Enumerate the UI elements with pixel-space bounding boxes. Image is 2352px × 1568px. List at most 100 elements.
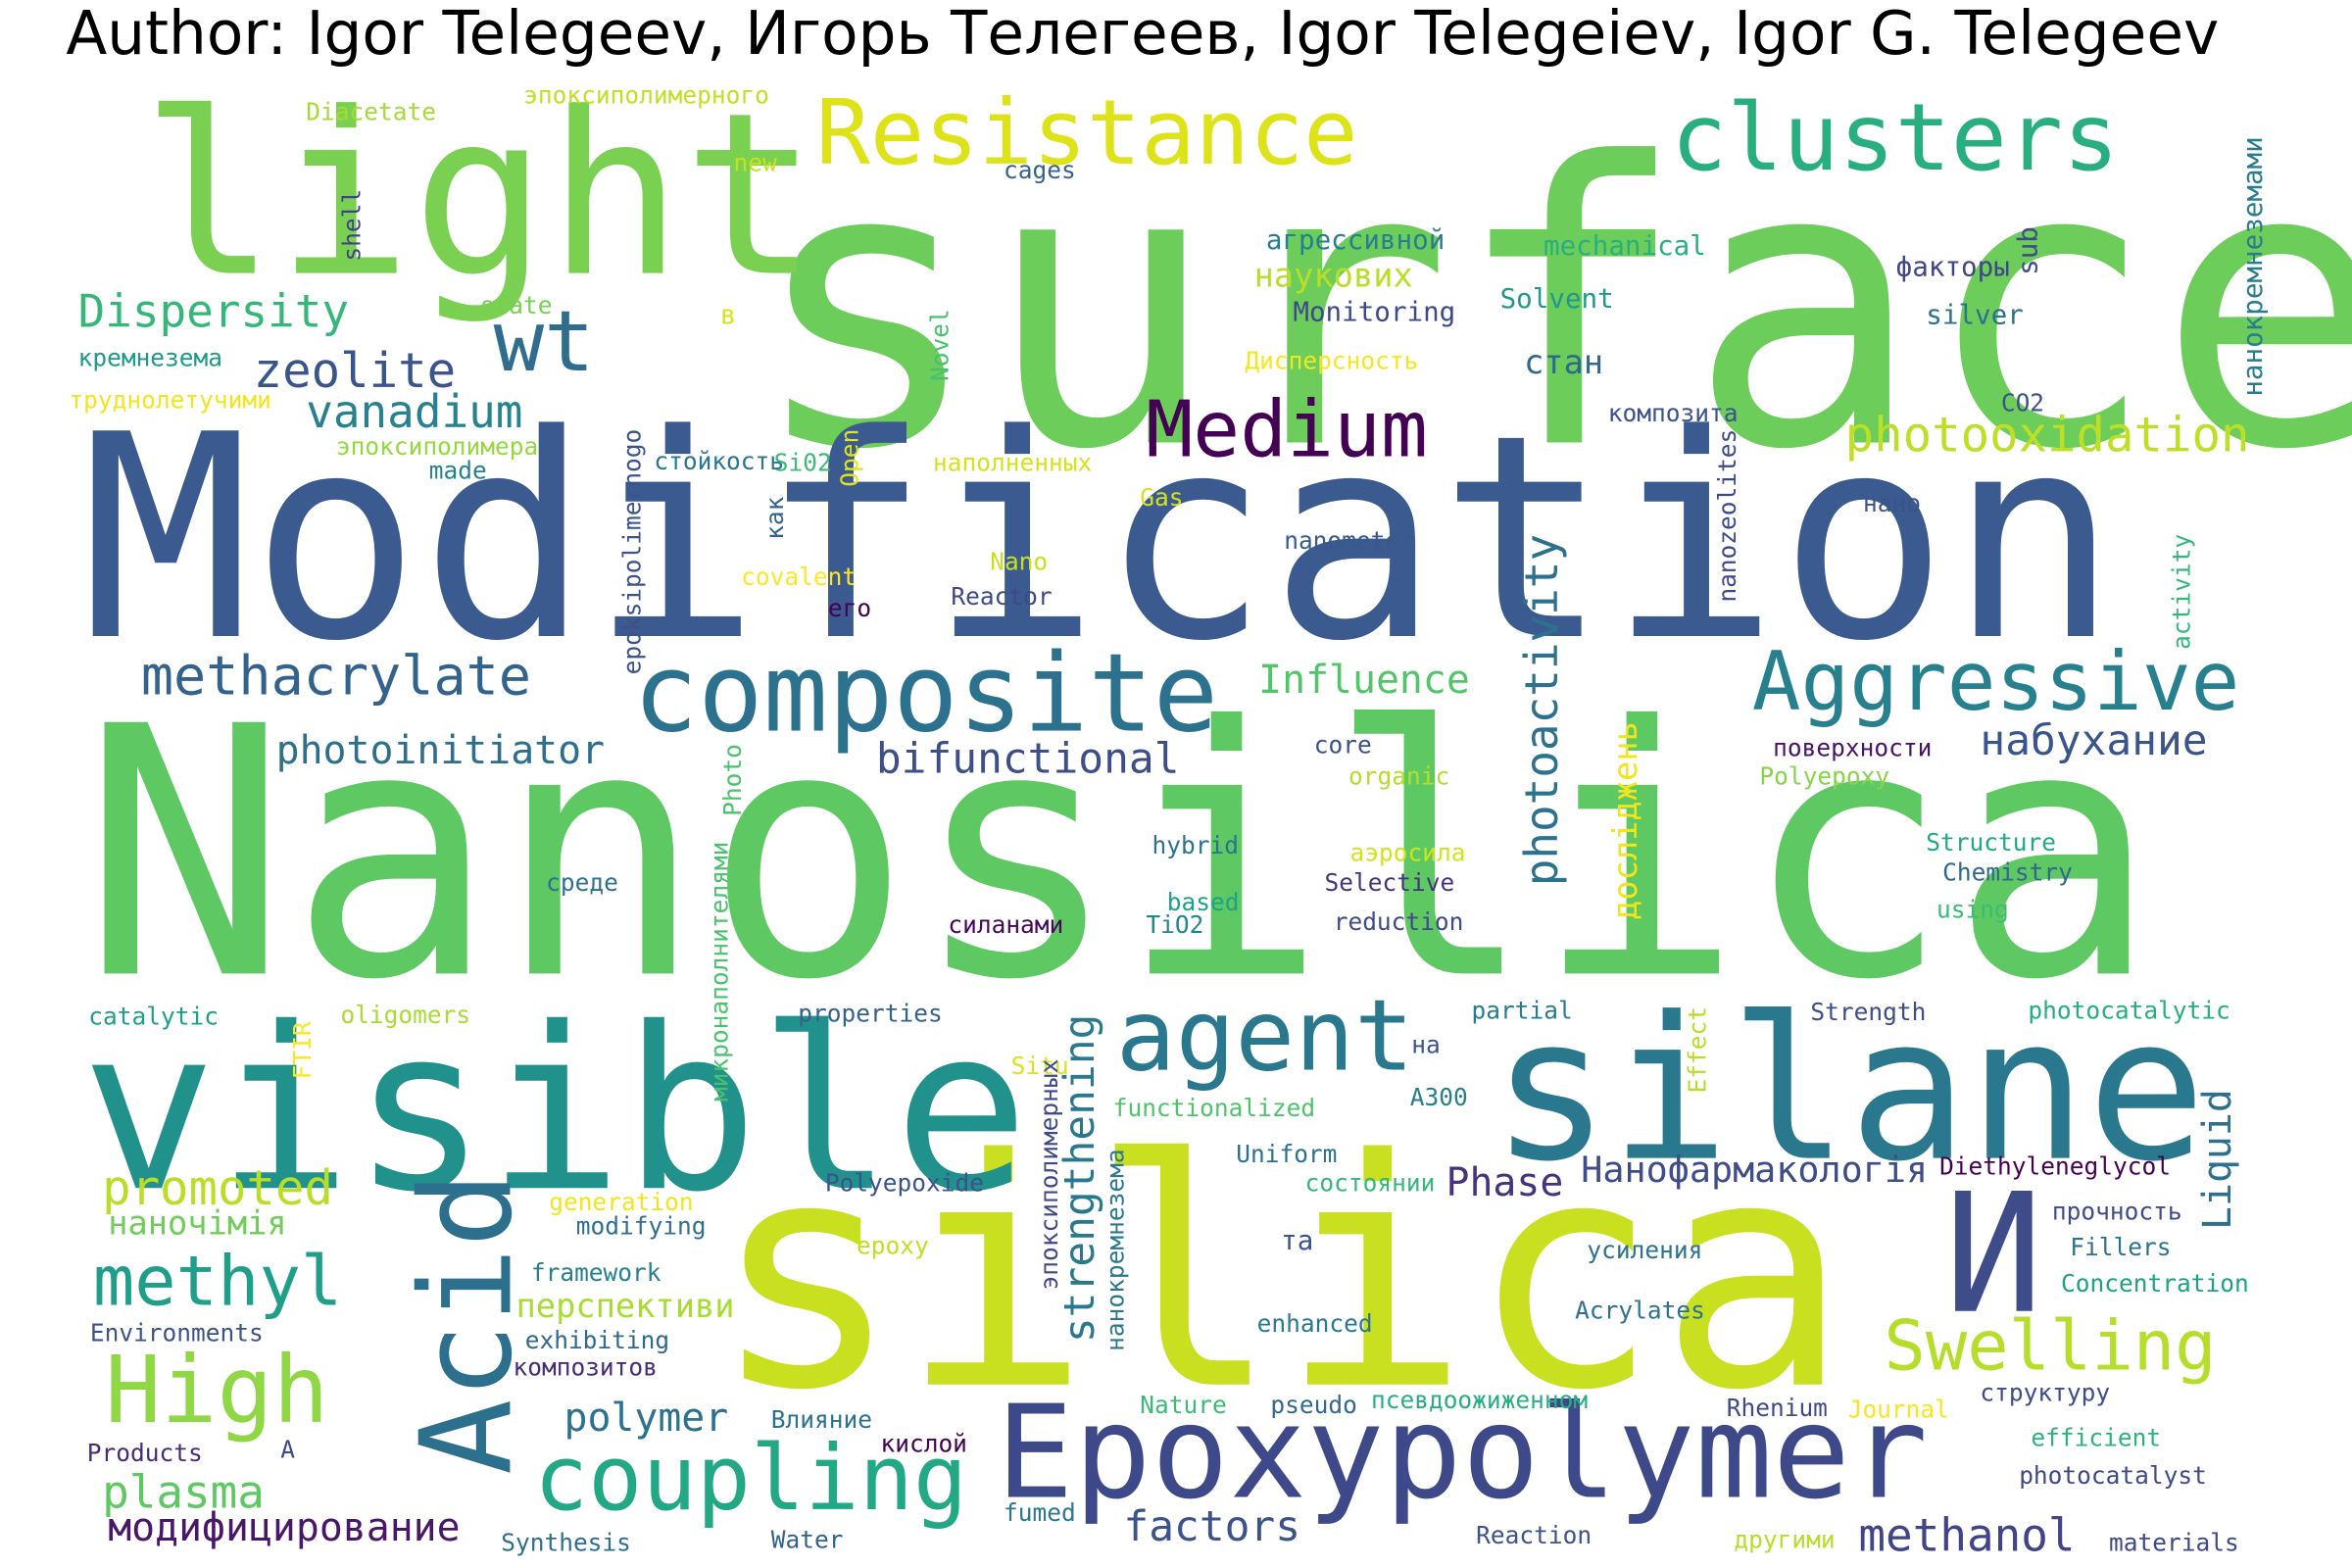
- word-90: аэросила: [1349, 838, 1466, 867]
- word-37: methanol: [1858, 1510, 2076, 1563]
- word-46: Monitoring: [1293, 297, 1456, 329]
- word-120: modifying: [575, 1211, 707, 1241]
- word-148: Reaction: [1476, 1521, 1592, 1550]
- word-64: made: [428, 456, 487, 485]
- word-74: Gas: [1140, 482, 1184, 512]
- word-47: Solvent: [1499, 283, 1614, 316]
- word-5: silane: [1491, 974, 2207, 1206]
- word-cloud: surface Modification Nanosilica silica visib…: [66, 84, 2352, 1568]
- word-81: его: [827, 594, 872, 623]
- word-101: catalytic: [88, 1002, 220, 1031]
- word-76: nanometer: [1284, 526, 1414, 556]
- word-23: zeolite: [253, 341, 457, 400]
- word-143: efficient: [2031, 1423, 2162, 1452]
- word-29: набухание: [1980, 715, 2208, 765]
- word-117: нанокремнезема: [1101, 1149, 1130, 1351]
- word-132: Acrylates: [1575, 1296, 1705, 1325]
- word-44: наукових: [1253, 258, 1413, 296]
- word-69: Дисперсность: [1245, 346, 1419, 375]
- word-119: generation: [549, 1188, 694, 1217]
- word-123: прочность: [2051, 1197, 2182, 1226]
- word-133: Nature: [1140, 1390, 1227, 1419]
- word-122: усиления: [1587, 1236, 1703, 1265]
- word-128: exhibiting: [524, 1326, 670, 1355]
- word-14: Acid: [393, 1171, 541, 1476]
- word-13: agent: [1115, 977, 1414, 1094]
- word-114: Uniform: [1236, 1140, 1338, 1169]
- word-56: new: [733, 148, 777, 177]
- word-93: среде: [546, 868, 618, 898]
- word-41: Liquid: [2195, 1089, 2241, 1230]
- figure-title: Author: Igor Telegeev, Игорь Телегеев, I…: [66, 0, 2220, 70]
- word-108: Situ: [1010, 1051, 1069, 1081]
- word-3: silica: [710, 1092, 1849, 1460]
- word-91: Structure: [1926, 827, 2056, 857]
- word-4: visible: [80, 981, 1030, 1243]
- word-1: Modification: [80, 374, 2119, 704]
- word-145: Synthesis: [501, 1528, 631, 1557]
- word-96: reduction: [1333, 907, 1464, 937]
- word-42: перспективи: [515, 1288, 735, 1327]
- word-27: bifunctional: [875, 733, 1180, 783]
- word-126: epoxy: [856, 1231, 929, 1260]
- word-17: High: [105, 1335, 329, 1445]
- word-51: silver: [1926, 300, 2024, 332]
- word-77: nanozeolites: [1712, 428, 1742, 603]
- word-20: Swelling: [1884, 1304, 2217, 1387]
- word-61: кремнезема: [77, 343, 223, 372]
- word-124: Fillers: [2070, 1233, 2172, 1262]
- word-54: Diacetate: [306, 97, 436, 126]
- word-66: Si02: [773, 448, 832, 477]
- word-97: using: [1936, 895, 2009, 924]
- word-39: Phase: [1446, 1160, 1564, 1206]
- word-80: covalent: [741, 562, 858, 592]
- word-79: activity: [2167, 533, 2196, 650]
- word-127: framework: [530, 1258, 662, 1288]
- word-142: A: [280, 1435, 295, 1464]
- word-50: факторы: [1895, 252, 2010, 284]
- word-67: Open: [835, 428, 864, 487]
- word-82: Nano: [990, 547, 1049, 576]
- word-57: cages: [1003, 156, 1076, 185]
- word-129: Environments: [89, 1318, 264, 1348]
- word-141: Products: [86, 1438, 203, 1467]
- word-89: hybrid: [1152, 830, 1239, 860]
- word-48: mechanical: [1543, 230, 1706, 263]
- word-18: methyl: [92, 1240, 343, 1322]
- word-36: factors: [1123, 1501, 1301, 1551]
- word-2: Nanosilica: [80, 655, 2159, 1056]
- word-83: Reactor: [951, 581, 1053, 611]
- word-140: кислой: [880, 1429, 967, 1458]
- word-49: агрессивной: [1265, 224, 1446, 257]
- word-16: И: [1943, 1157, 2044, 1350]
- word-70: композита: [1607, 399, 1739, 428]
- word-88: Photo: [718, 744, 748, 816]
- word-113: A300: [1409, 1083, 1468, 1112]
- word-15: coupling: [533, 1426, 968, 1532]
- word-28: Influence: [1258, 658, 1470, 704]
- word-131: enhanced: [1256, 1309, 1373, 1339]
- word-125: Concentration: [2061, 1268, 2249, 1298]
- word-34: модифицирование: [108, 1505, 461, 1551]
- word-139: Влияние: [770, 1405, 872, 1435]
- word-21: photooxidation: [1844, 406, 2250, 464]
- word-144: photocatalyst: [2019, 1460, 2207, 1490]
- word-100: микронаполнителями: [705, 841, 734, 1102]
- word-134: pseudo: [1270, 1390, 1357, 1419]
- word-31: promoted: [102, 1159, 333, 1217]
- word-105: Strength: [1810, 997, 1927, 1026]
- word-150: materials: [2109, 1528, 2239, 1557]
- word-0: surface: [748, 83, 2352, 536]
- word-43: дослiджень: [1607, 721, 1646, 920]
- word-71: CO2: [2000, 388, 2045, 417]
- word-72: стойкость: [654, 447, 785, 476]
- word-45: стан: [1524, 345, 1604, 383]
- word-22: methacrylate: [140, 646, 531, 709]
- word-110: эпоксиполимерных: [1035, 1058, 1064, 1291]
- word-9: Resistance: [815, 83, 1358, 186]
- word-94: Selective: [1324, 868, 1455, 898]
- word-135: псевдоожиженном: [1370, 1386, 1589, 1415]
- word-137: Journal: [1847, 1395, 1949, 1424]
- word-95: based: [1166, 888, 1240, 917]
